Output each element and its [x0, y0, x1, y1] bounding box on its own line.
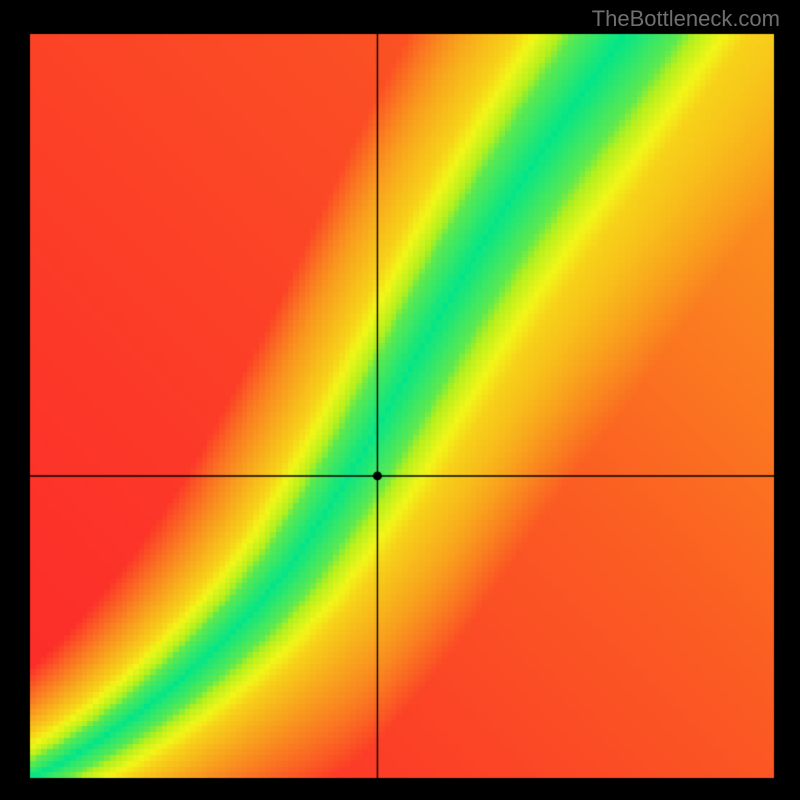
heatmap-canvas	[0, 0, 800, 800]
watermark-text: TheBottleneck.com	[592, 6, 780, 32]
chart-container: TheBottleneck.com	[0, 0, 800, 800]
